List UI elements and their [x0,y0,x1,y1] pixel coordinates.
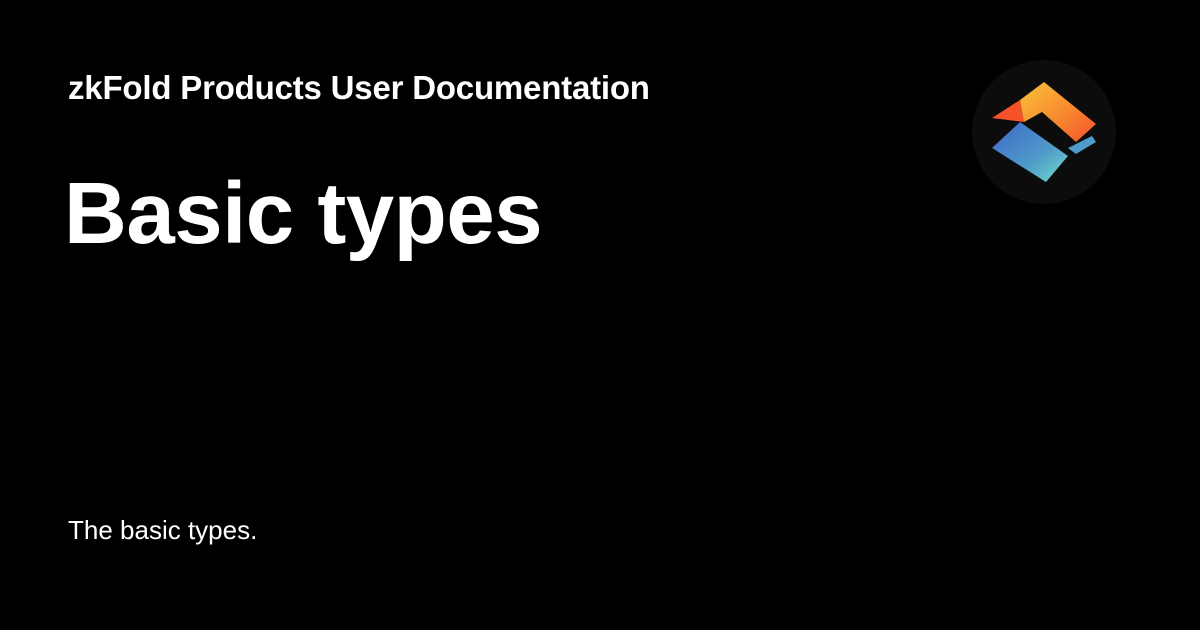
page-description: The basic types. [68,515,258,545]
page-title: Basic types [64,165,543,262]
zkfold-logo-icon [972,60,1116,204]
site-name: zkFold Products User Documentation [68,69,650,106]
